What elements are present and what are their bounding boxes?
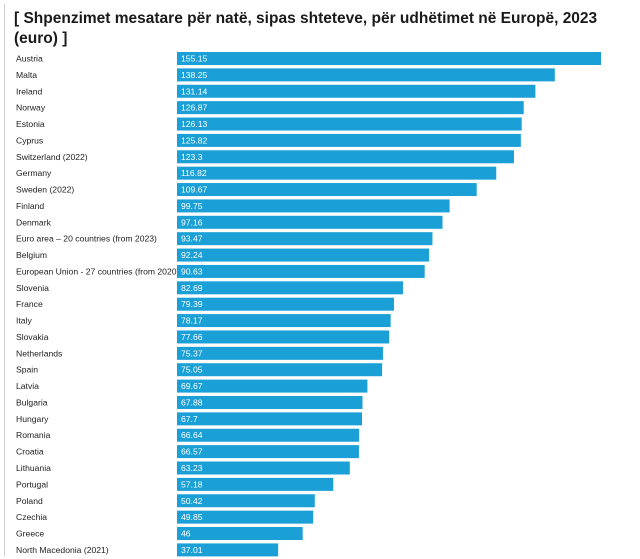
bar[interactable] bbox=[177, 445, 359, 459]
value-label: 93.47 bbox=[181, 234, 203, 244]
category-label: Slovakia bbox=[16, 332, 49, 342]
category-label: Norway bbox=[16, 103, 46, 113]
category-label: Italy bbox=[16, 316, 32, 326]
category-label: Belgium bbox=[16, 250, 47, 260]
value-label: 123.3 bbox=[181, 152, 203, 162]
value-label: 49.85 bbox=[181, 512, 203, 522]
category-label: Slovenia bbox=[16, 283, 49, 293]
bar[interactable] bbox=[177, 133, 521, 147]
bar[interactable] bbox=[177, 297, 394, 311]
category-label: Lithuania bbox=[16, 463, 51, 473]
bar[interactable] bbox=[177, 494, 315, 508]
bar[interactable] bbox=[177, 412, 363, 426]
bar[interactable] bbox=[177, 527, 303, 541]
category-label: Germany bbox=[16, 168, 52, 178]
bar[interactable] bbox=[177, 330, 390, 344]
category-label: Hungary bbox=[16, 414, 49, 424]
category-label: Netherlands bbox=[16, 348, 62, 358]
bar[interactable] bbox=[177, 117, 522, 131]
bar[interactable] bbox=[177, 101, 524, 115]
value-label: 82.69 bbox=[181, 283, 203, 293]
value-label: 97.16 bbox=[181, 217, 203, 227]
bar[interactable] bbox=[177, 395, 363, 409]
bar[interactable] bbox=[177, 510, 314, 524]
category-label: Bulgaria bbox=[16, 397, 48, 407]
category-label: Czechia bbox=[16, 512, 47, 522]
category-label: Romania bbox=[16, 430, 51, 440]
category-label: Portugal bbox=[16, 479, 48, 489]
value-label: 99.75 bbox=[181, 201, 203, 211]
category-label: Croatia bbox=[16, 447, 44, 457]
bar[interactable] bbox=[177, 264, 425, 278]
bar[interactable] bbox=[177, 314, 391, 328]
bar[interactable] bbox=[177, 84, 536, 98]
bar[interactable] bbox=[177, 52, 601, 65]
value-label: 125.82 bbox=[181, 135, 208, 145]
value-label: 67.88 bbox=[181, 397, 203, 407]
value-label: 67.7 bbox=[181, 414, 198, 424]
bar[interactable] bbox=[177, 68, 555, 82]
bar[interactable] bbox=[177, 248, 430, 262]
category-label: Sweden (2022) bbox=[16, 185, 74, 195]
value-label: 77.66 bbox=[181, 332, 203, 342]
value-label: 92.24 bbox=[181, 250, 203, 260]
value-label: 131.14 bbox=[181, 86, 208, 96]
value-label: 69.67 bbox=[181, 381, 203, 391]
category-label: Austria bbox=[16, 54, 43, 64]
value-label: 126.87 bbox=[181, 103, 208, 113]
bar[interactable] bbox=[177, 346, 383, 360]
value-label: 138.25 bbox=[181, 70, 208, 80]
category-label: European Union - 27 countries (from 2020… bbox=[16, 266, 180, 276]
value-label: 126.13 bbox=[181, 119, 208, 129]
category-label: Estonia bbox=[16, 119, 45, 129]
bar[interactable] bbox=[177, 428, 360, 442]
panel-border bbox=[4, 4, 5, 556]
bar[interactable] bbox=[177, 543, 279, 557]
category-label: Poland bbox=[16, 496, 43, 506]
category-label: Malta bbox=[16, 70, 37, 80]
category-label: France bbox=[16, 299, 43, 309]
value-label: 109.67 bbox=[181, 185, 208, 195]
category-label: Switzerland (2022) bbox=[16, 152, 88, 162]
category-label: Latvia bbox=[16, 381, 39, 391]
value-label: 78.17 bbox=[181, 316, 203, 326]
category-label: Ireland bbox=[16, 86, 42, 96]
value-label: 50.42 bbox=[181, 496, 203, 506]
bar[interactable] bbox=[177, 477, 334, 491]
chart-title: [ Shpenzimet mesatare për natë, sipas sh… bbox=[14, 10, 598, 47]
category-label: Cyprus bbox=[16, 135, 43, 145]
value-label: 57.18 bbox=[181, 479, 203, 489]
value-label: 66.64 bbox=[181, 430, 203, 440]
category-label: Denmark bbox=[16, 217, 52, 227]
bar[interactable] bbox=[177, 461, 350, 475]
bar[interactable] bbox=[177, 150, 514, 164]
value-label: 37.01 bbox=[181, 545, 203, 555]
value-label: 75.05 bbox=[181, 365, 203, 375]
category-label: Euro area – 20 countries (from 2023) bbox=[16, 234, 157, 244]
category-label: Finland bbox=[16, 201, 44, 211]
value-label: 63.23 bbox=[181, 463, 203, 473]
category-label: Spain bbox=[16, 365, 38, 375]
bar[interactable] bbox=[177, 215, 443, 229]
value-label: 46 bbox=[181, 529, 191, 539]
bar[interactable] bbox=[177, 232, 433, 246]
category-label: North Macedonia (2021) bbox=[16, 545, 109, 555]
value-label: 66.57 bbox=[181, 447, 203, 457]
value-label: 75.37 bbox=[181, 348, 203, 358]
bar[interactable] bbox=[177, 199, 450, 213]
value-label: 155.15 bbox=[181, 54, 208, 64]
value-label: 79.39 bbox=[181, 299, 203, 309]
bar[interactable] bbox=[177, 379, 368, 393]
value-label: 90.63 bbox=[181, 266, 203, 276]
category-label: Greece bbox=[16, 529, 44, 539]
bar[interactable] bbox=[177, 281, 403, 295]
bar[interactable] bbox=[177, 166, 497, 180]
bar[interactable] bbox=[177, 183, 477, 197]
value-label: 116.82 bbox=[181, 168, 207, 178]
bar[interactable] bbox=[177, 363, 383, 377]
